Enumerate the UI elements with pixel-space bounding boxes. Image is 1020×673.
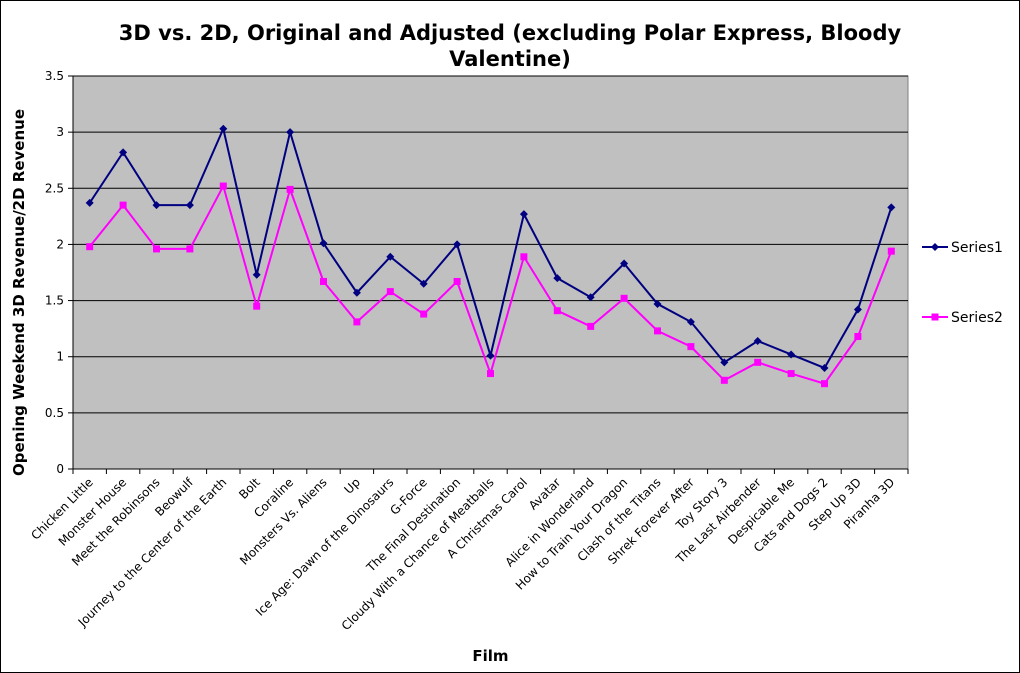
data-point <box>219 182 227 190</box>
data-point <box>887 203 896 212</box>
data-point <box>586 293 595 302</box>
data-point <box>553 274 562 283</box>
data-point <box>119 148 128 157</box>
data-point <box>553 307 561 315</box>
data-point <box>453 277 461 285</box>
data-point <box>253 302 261 310</box>
y-tick-label: 1.5 <box>45 294 64 308</box>
y-axis-title: Opening Weekend 3D Revenue/2D Revenue <box>10 109 28 476</box>
data-point <box>152 201 161 210</box>
data-point <box>687 343 695 351</box>
x-tick-label: Up <box>342 475 364 497</box>
data-point <box>386 288 394 296</box>
legend-marker <box>931 243 939 251</box>
data-point <box>85 198 94 207</box>
series-group <box>85 124 896 388</box>
legend-marker <box>931 313 939 321</box>
y-tick-label: 3.5 <box>45 69 64 83</box>
data-point <box>654 327 661 335</box>
data-point <box>853 305 862 314</box>
y-tick-label: 0.5 <box>45 406 64 420</box>
y-tick-label: 2.5 <box>45 181 64 195</box>
data-point <box>119 201 127 209</box>
data-point <box>854 333 862 341</box>
data-point <box>386 252 395 261</box>
x-tick-label: Bolt <box>236 475 263 502</box>
data-point <box>620 259 629 268</box>
x-axis-title: Film <box>472 647 508 665</box>
data-point <box>419 279 428 288</box>
data-point <box>686 317 695 326</box>
legend-label: Series2 <box>951 310 1003 326</box>
data-point <box>753 336 762 345</box>
data-point <box>487 370 494 378</box>
data-point <box>720 358 729 367</box>
data-point <box>252 270 261 279</box>
data-point <box>286 185 294 193</box>
data-point <box>153 245 160 253</box>
data-point <box>353 318 361 326</box>
data-point <box>620 294 628 302</box>
data-point <box>319 239 328 248</box>
data-point <box>486 351 495 360</box>
data-point <box>653 299 662 308</box>
data-point <box>787 350 796 359</box>
data-point <box>720 376 728 384</box>
y-tick-label: 3 <box>56 125 64 139</box>
data-point <box>887 247 895 255</box>
data-point <box>754 358 762 366</box>
legend-label: Series1 <box>951 240 1003 256</box>
data-point <box>286 128 295 137</box>
data-point <box>519 210 528 219</box>
data-point <box>352 288 361 297</box>
data-point <box>520 253 528 261</box>
data-point <box>219 124 228 133</box>
y-tick-label: 0 <box>56 462 64 476</box>
plot-area <box>72 75 909 470</box>
data-point <box>320 277 327 285</box>
y-tick-label: 1 <box>56 350 64 364</box>
data-point <box>787 370 795 378</box>
y-tick-label: 2 <box>56 237 64 251</box>
data-point <box>420 310 428 318</box>
legend[interactable]: Series1 Series2 <box>922 240 1003 326</box>
data-point <box>453 240 462 249</box>
data-point <box>185 201 194 210</box>
data-point <box>186 245 194 253</box>
grid-lines <box>73 75 908 414</box>
data-point <box>86 243 94 251</box>
data-point <box>587 322 595 330</box>
y-axis-ticks: 0 0.5 1 1.5 2 2.5 3 3.5 <box>45 69 908 476</box>
data-point <box>820 363 829 372</box>
chart-title: 3D vs. 2D, Original and Adjusted (exclud… <box>118 21 902 71</box>
data-point <box>821 380 828 388</box>
